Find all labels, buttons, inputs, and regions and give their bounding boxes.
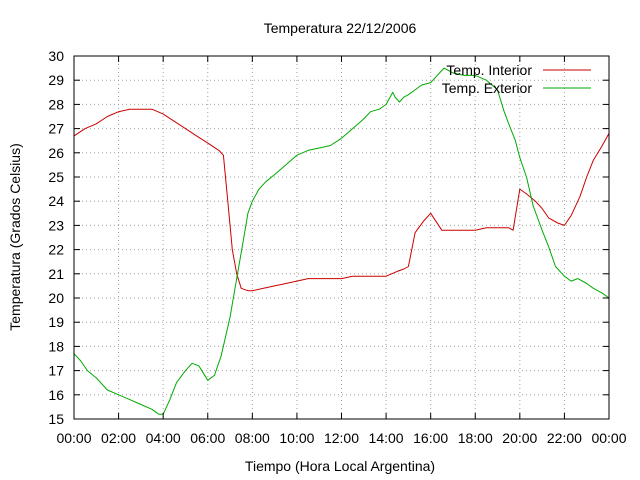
x-tick-label: 12:00 xyxy=(324,430,359,446)
y-tick-label: 17 xyxy=(48,363,64,379)
legend-label-exterior: Temp. Exterior xyxy=(442,80,533,96)
y-tick-label: 16 xyxy=(48,387,64,403)
y-tick-label: 28 xyxy=(48,96,64,112)
x-tick-label: 06:00 xyxy=(190,430,225,446)
y-tick-label: 15 xyxy=(48,411,64,427)
series-line-interior xyxy=(73,108,610,292)
y-tick-label: 23 xyxy=(48,217,64,233)
x-tick-label: 18:00 xyxy=(458,430,493,446)
series-layer xyxy=(73,67,610,415)
y-tick-label: 29 xyxy=(48,72,64,88)
x-tick-label: 04:00 xyxy=(146,430,181,446)
y-tick-label: 25 xyxy=(48,169,64,185)
y-axis-label: Temperatura (Grados Celsius) xyxy=(7,143,23,331)
ticks-layer xyxy=(73,55,610,420)
x-tick-label: 10:00 xyxy=(279,430,314,446)
x-axis-label: Tiempo (Hora Local Argentina) xyxy=(245,458,435,474)
x-tick-label: 00:00 xyxy=(591,430,626,446)
y-tick-label: 24 xyxy=(48,193,64,209)
y-tick-label: 21 xyxy=(48,266,64,282)
y-tick-label: 22 xyxy=(48,242,64,258)
x-tick-label: 00:00 xyxy=(56,430,91,446)
legend: Temp. Interior Temp. Exterior xyxy=(442,62,591,96)
legend-label-interior: Temp. Interior xyxy=(446,62,532,78)
y-tick-label: 26 xyxy=(48,145,64,161)
x-tick-label: 08:00 xyxy=(235,430,270,446)
x-tick-label: 16:00 xyxy=(413,430,448,446)
y-tick-label: 18 xyxy=(48,338,64,354)
x-tick-label: 20:00 xyxy=(502,430,537,446)
series-line-exterior xyxy=(73,67,610,415)
chart-title: Temperatura 22/12/2006 xyxy=(264,20,417,36)
y-tick-label: 20 xyxy=(48,290,64,306)
y-tick-label: 19 xyxy=(48,314,64,330)
grid-layer xyxy=(74,56,609,419)
y-tick-label: 30 xyxy=(48,48,64,64)
y-tick-label: 27 xyxy=(48,121,64,137)
x-tick-label: 22:00 xyxy=(547,430,582,446)
tick-labels-layer: 00:00 02:00 04:00 06:00 08:00 10:00 12:00 14:00… xyxy=(48,48,626,446)
x-tick-label: 14:00 xyxy=(369,430,404,446)
x-tick-label: 02:00 xyxy=(101,430,136,446)
